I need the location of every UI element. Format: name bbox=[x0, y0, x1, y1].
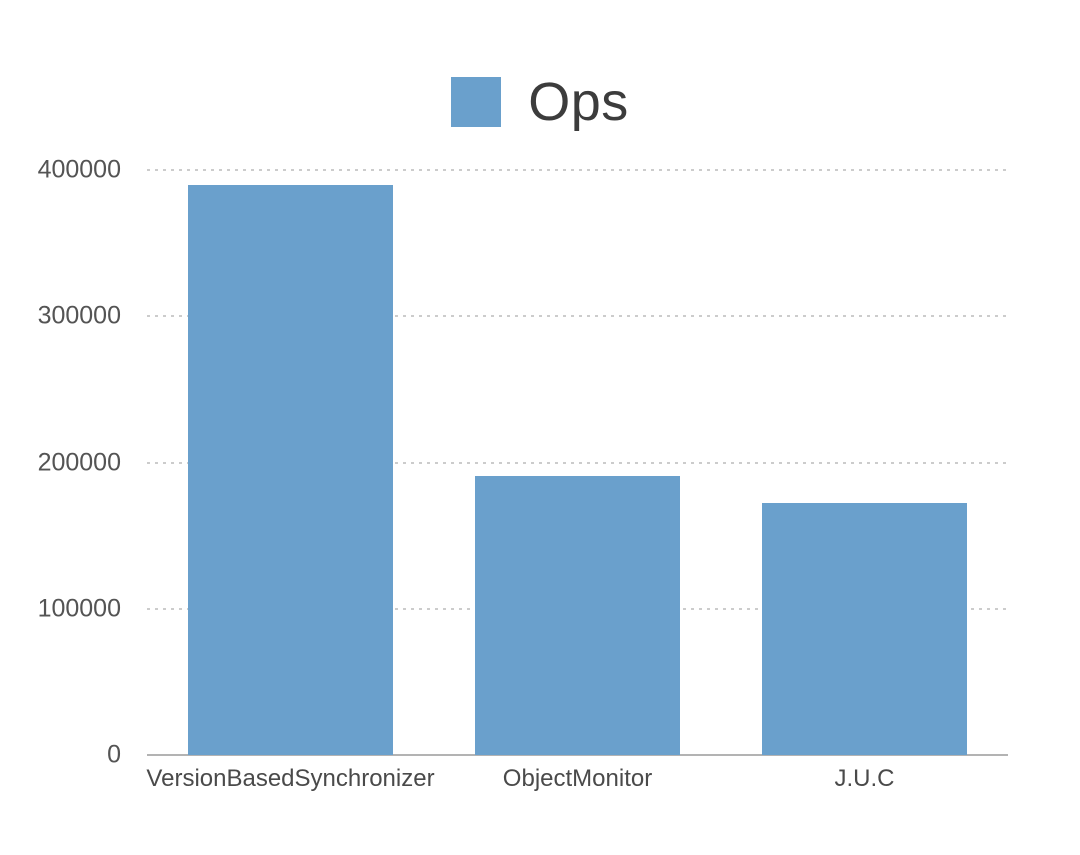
bar-objectmonitor bbox=[475, 475, 680, 755]
legend: Ops bbox=[0, 75, 1080, 129]
y-axis-tick-label: 400000 bbox=[37, 155, 121, 184]
y-axis-tick-label: 300000 bbox=[37, 301, 121, 330]
bar-j-u-c bbox=[762, 503, 967, 755]
y-axis-tick-label: 100000 bbox=[37, 594, 121, 623]
x-axis-category-label: ObjectMonitor bbox=[502, 765, 653, 792]
x-axis-line bbox=[147, 754, 1008, 756]
y-axis-tick-label: 200000 bbox=[37, 448, 121, 476]
gridline bbox=[147, 169, 1008, 171]
legend-label-ops: Ops bbox=[528, 72, 629, 132]
bar-versionbasedsynchronizer bbox=[188, 184, 393, 755]
legend-swatch-ops bbox=[451, 77, 502, 127]
gridline bbox=[147, 461, 1008, 464]
x-axis-category-label: J.U.C bbox=[834, 765, 895, 792]
x-axis-category-label: VersionBasedSynchronizer bbox=[146, 765, 435, 792]
gridline bbox=[147, 315, 1008, 318]
y-axis-tick-label: 0 bbox=[107, 740, 121, 769]
